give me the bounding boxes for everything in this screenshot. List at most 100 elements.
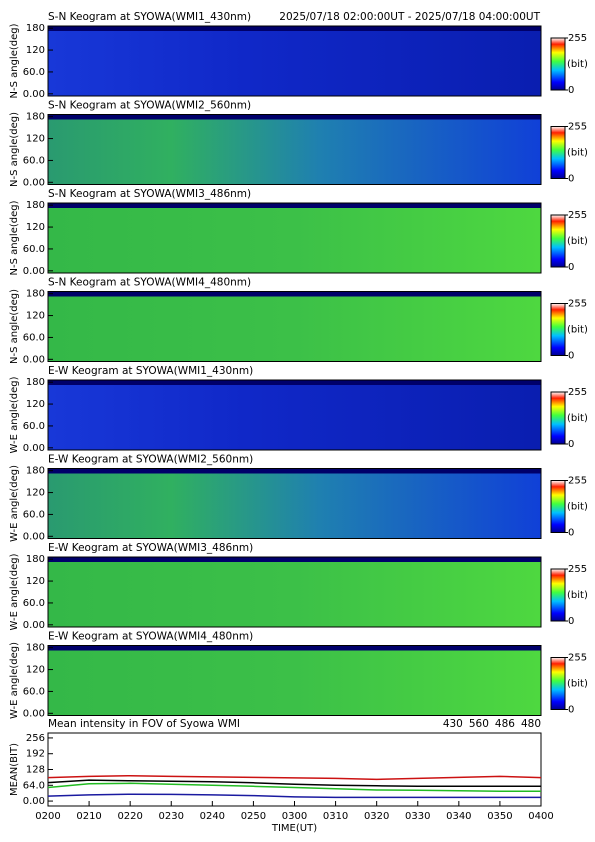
colorbar-label: (bit) xyxy=(567,59,588,70)
y-axis-label: N-S angle(deg) xyxy=(9,112,20,187)
y-tick-label: 180 xyxy=(26,289,45,300)
colorbar xyxy=(550,657,566,710)
keogram-top-band xyxy=(48,380,541,385)
keogram-image xyxy=(48,26,541,96)
panel-title: S-N Keogram at SYOWA(WMI4_480nm) xyxy=(48,277,251,289)
x-tick-label: 0230 xyxy=(159,811,184,822)
x-tick-label: 0300 xyxy=(282,811,307,822)
colorbar-tick-label: 0 xyxy=(568,262,574,273)
x-axis-label: TIME(UT) xyxy=(271,823,317,834)
panel-subtitle: 2025/07/18 02:00:00UT - 2025/07/18 04:00… xyxy=(279,11,540,23)
keogram-top-band xyxy=(48,26,541,31)
colorbar-tick-label: 0 xyxy=(568,174,574,185)
panel-frame xyxy=(47,379,542,451)
y-tick-label: 180 xyxy=(26,112,45,123)
x-tick-label: 0340 xyxy=(446,811,471,822)
x-tick-label: 0200 xyxy=(35,811,60,822)
x-tick-label: 0310 xyxy=(323,811,348,822)
y-tick-label: 60.0 xyxy=(23,598,45,609)
colorbar-label: (bit) xyxy=(567,325,588,336)
panel-frame xyxy=(47,291,542,362)
legend-entry: 430 xyxy=(443,718,463,730)
y-tick-label: 180 xyxy=(26,377,45,388)
series-line xyxy=(47,793,541,799)
keogram-top-band xyxy=(48,557,541,562)
y-tick-label: 0.00 xyxy=(23,89,45,100)
panel-frame xyxy=(47,468,542,539)
y-tick-label: 0.00 xyxy=(23,354,45,365)
colorbar-tick-label: 255 xyxy=(568,122,587,133)
x-tick-label: 0250 xyxy=(241,811,266,822)
colorbar-label: (bit) xyxy=(567,236,588,247)
x-tick-label: 0240 xyxy=(200,811,225,822)
colorbar xyxy=(550,568,566,622)
y-tick-label: 256 xyxy=(26,733,45,744)
legend-entry: 480 xyxy=(521,718,541,730)
panel-title: S-N Keogram at SYOWA(WMI3_486nm) xyxy=(48,188,251,200)
colorbar xyxy=(550,303,566,356)
y-tick-label: 60.0 xyxy=(23,67,45,78)
colorbar-tick-label: 255 xyxy=(568,210,587,221)
y-tick-label: 60.0 xyxy=(23,686,45,697)
y-axis-label: W-E angle(deg) xyxy=(9,376,20,453)
x-tick-label: 0320 xyxy=(364,811,389,822)
x-tick-label: 0400 xyxy=(528,811,553,822)
y-tick-label: 120 xyxy=(26,45,45,56)
y-axis-label: W-E angle(deg) xyxy=(9,465,20,542)
panel-title: S-N Keogram at SYOWA(WMI2_560nm) xyxy=(48,100,251,112)
panel-title: E-W Keogram at SYOWA(WMI3_486nm) xyxy=(48,542,253,554)
colorbar xyxy=(550,214,566,268)
colorbar-tick-label: 0 xyxy=(568,85,574,96)
colorbar-tick-label: 255 xyxy=(568,387,587,398)
panel-title: S-N Keogram at SYOWA(WMI1_430nm) xyxy=(48,11,251,23)
y-tick-label: 0.00 xyxy=(23,443,45,454)
y-axis-label: W-E angle(deg) xyxy=(9,553,20,630)
colorbar-tick-label: 0 xyxy=(568,439,574,450)
y-tick-label: 180 xyxy=(26,200,45,211)
colorbar-tick-label: 255 xyxy=(568,299,587,310)
y-axis-label: N-S angle(deg) xyxy=(9,200,20,275)
y-tick-label: 0.00 xyxy=(23,708,45,719)
colorbar-tick-label: 0 xyxy=(568,351,574,362)
y-tick-label: 60.0 xyxy=(23,244,45,255)
y-tick-label: 0.00 xyxy=(23,266,45,277)
panel-frame xyxy=(47,645,542,716)
colorbar-tick-label: 0 xyxy=(568,528,574,539)
y-tick-label: 180 xyxy=(26,23,45,34)
y-tick-label: 60.0 xyxy=(23,421,45,432)
x-tick-label: 0220 xyxy=(117,811,142,822)
keogram-image xyxy=(48,291,541,362)
colorbar-tick-label: 255 xyxy=(568,476,587,487)
y-tick-label: 180 xyxy=(26,643,45,654)
colorbar-tick-label: 255 xyxy=(568,564,587,575)
panel-frame xyxy=(47,202,542,274)
keogram-top-band xyxy=(48,203,541,208)
chart-title: Mean intensity in FOV of Syowa WMI xyxy=(48,718,240,730)
y-tick-label: 60.0 xyxy=(23,509,45,520)
colorbar-label: (bit) xyxy=(567,148,588,159)
colorbar xyxy=(550,480,566,533)
y-axis-label: N-S angle(deg) xyxy=(9,23,20,98)
y-tick-label: 120 xyxy=(26,134,45,145)
keogram-image xyxy=(48,645,541,716)
y-tick-label: 120 xyxy=(26,665,45,676)
panel-title: E-W Keogram at SYOWA(WMI1_430nm) xyxy=(48,365,253,377)
panel-title: E-W Keogram at SYOWA(WMI4_480nm) xyxy=(48,631,253,643)
panel-frame xyxy=(47,114,542,185)
y-tick-label: 60.0 xyxy=(23,155,45,166)
y-tick-label: 128 xyxy=(26,765,45,776)
y-tick-label: 120 xyxy=(26,488,45,499)
colorbar-label: (bit) xyxy=(567,590,588,601)
y-tick-label: 120 xyxy=(26,222,45,233)
colorbar-tick-label: 0 xyxy=(568,705,574,716)
x-tick-label: 0210 xyxy=(76,811,101,822)
series-line xyxy=(47,774,542,781)
y-tick-label: 0.00 xyxy=(23,796,45,807)
keogram-top-band xyxy=(48,645,541,651)
y-axis-label: W-E angle(deg) xyxy=(9,642,20,719)
legend-entry: 560 xyxy=(469,718,489,730)
colorbar xyxy=(550,37,566,91)
colorbar-tick-label: 255 xyxy=(568,653,587,664)
